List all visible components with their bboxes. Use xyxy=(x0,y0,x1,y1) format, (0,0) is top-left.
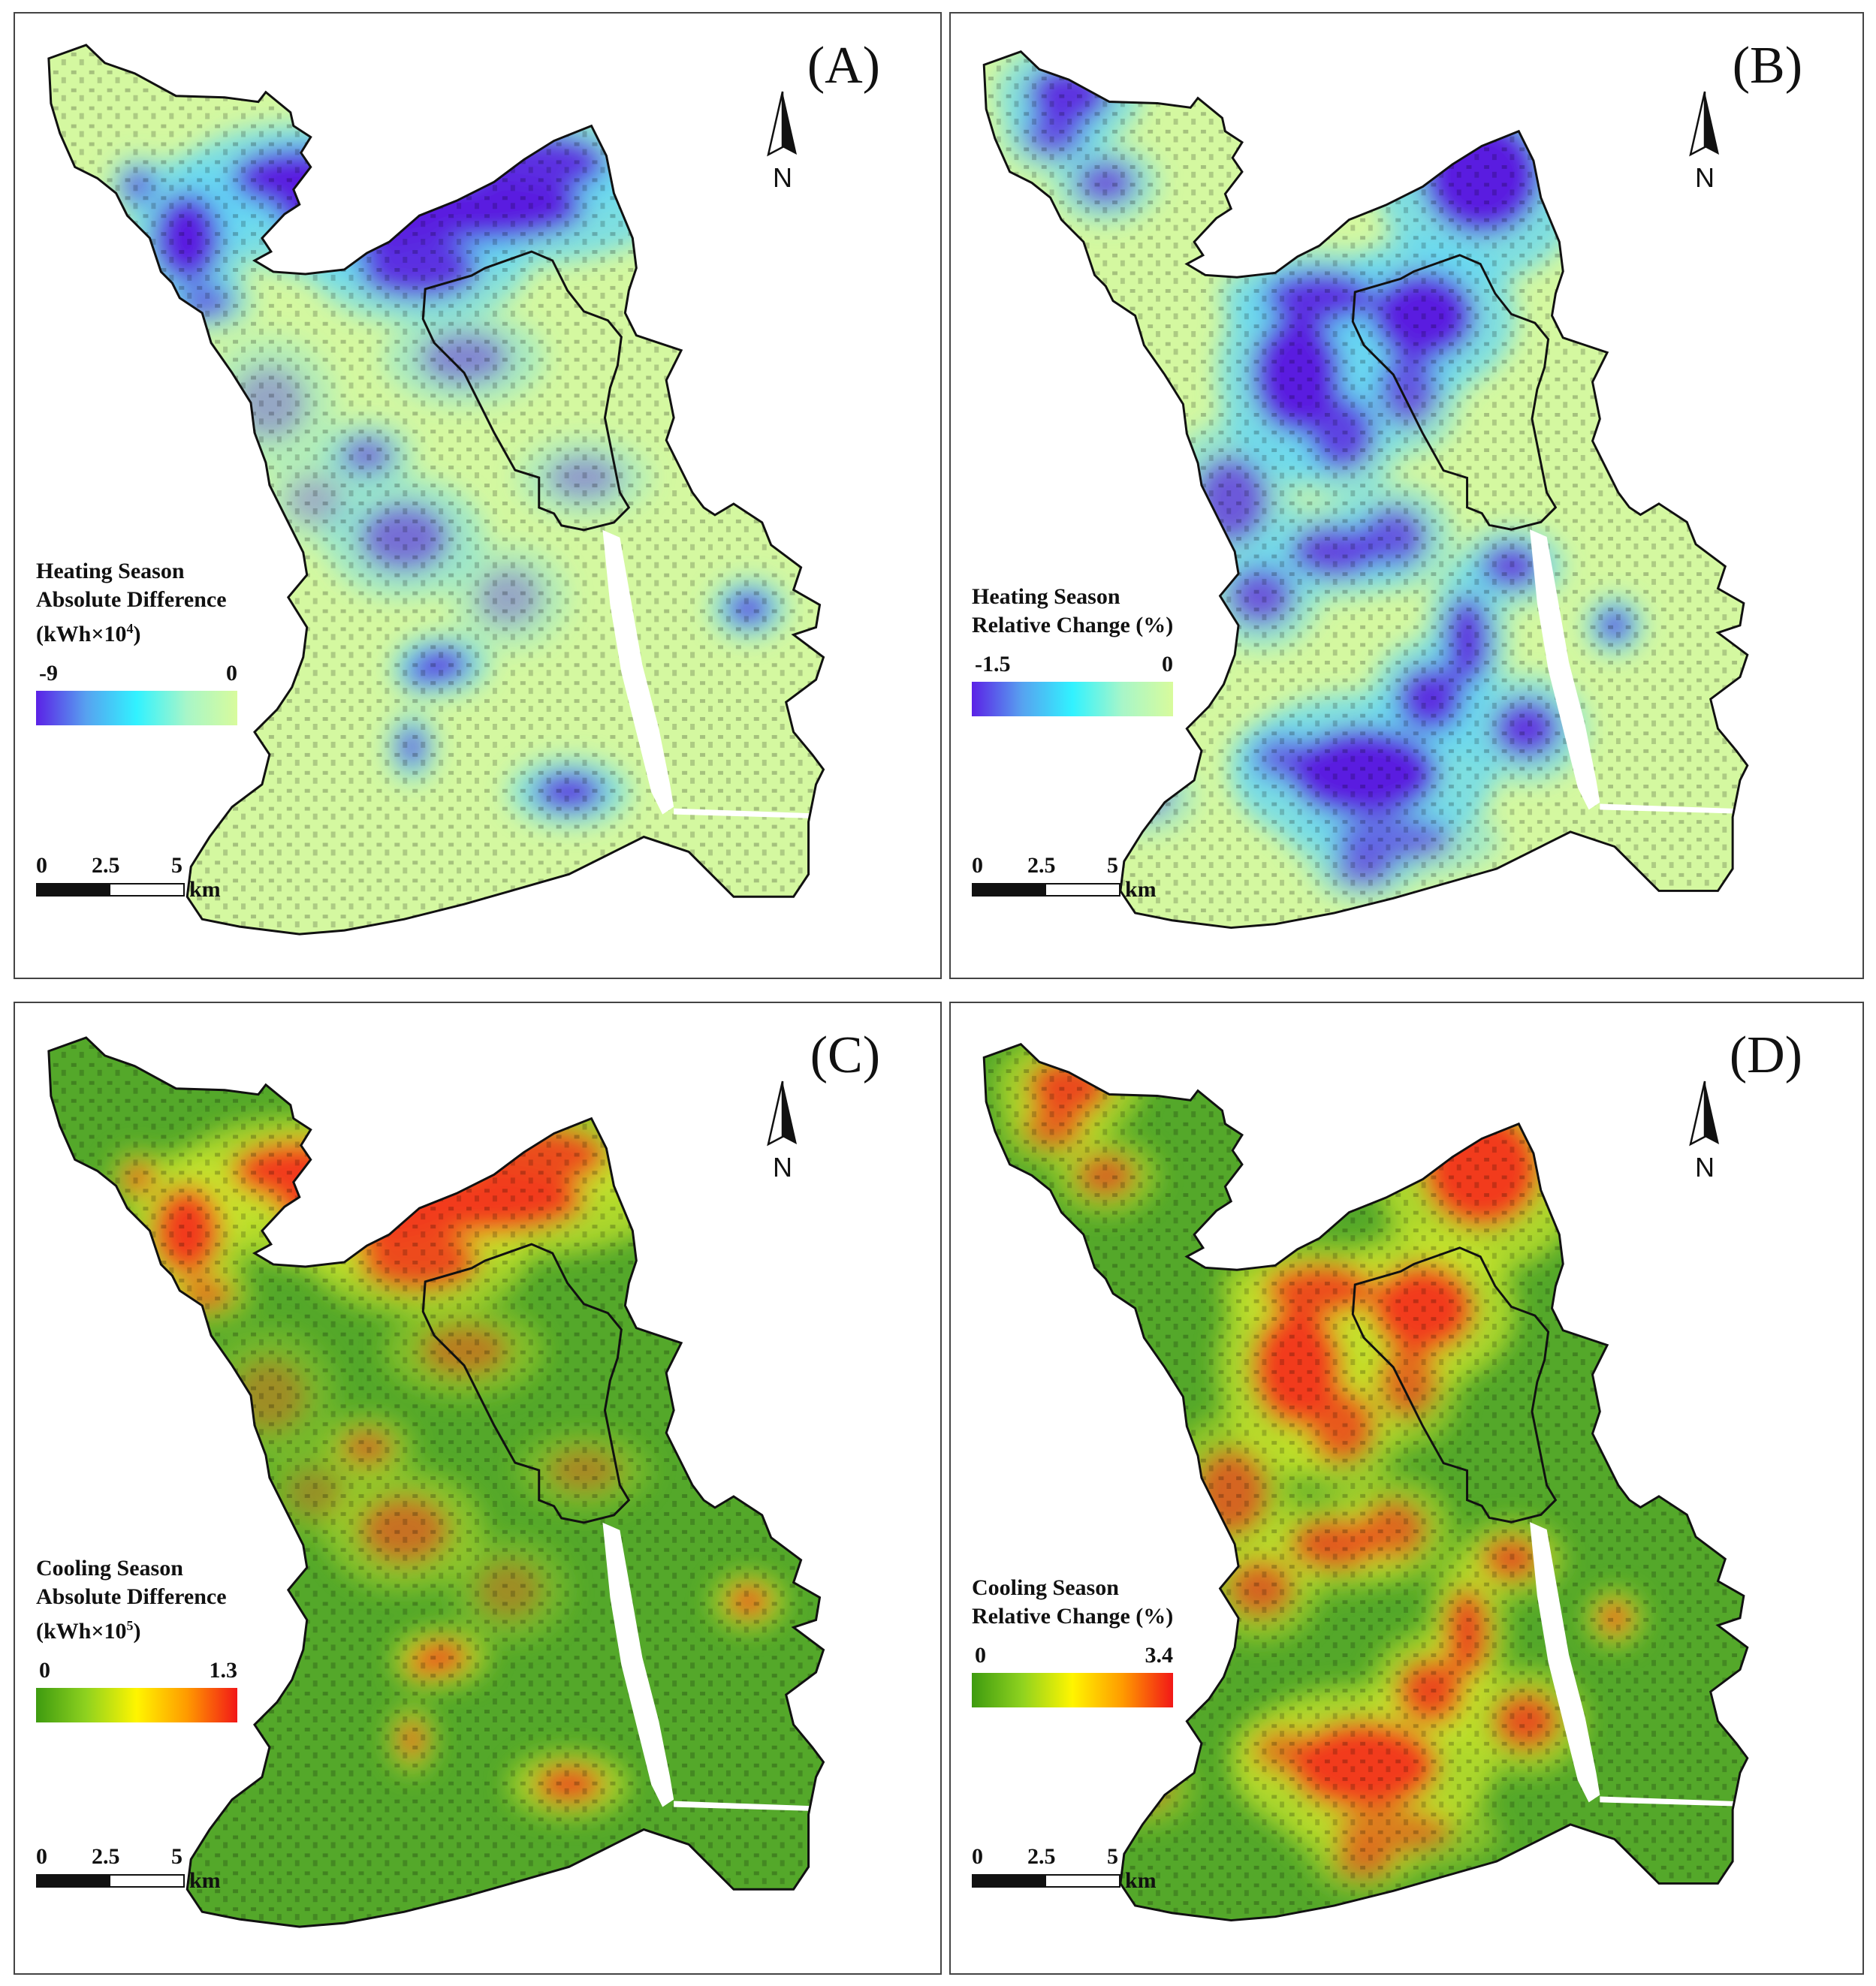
scale-unit: km xyxy=(189,1868,221,1893)
building-footprints xyxy=(48,44,824,935)
panel-label: (B) xyxy=(1732,37,1802,95)
road xyxy=(674,808,824,821)
scale-tick: 2.5 xyxy=(92,853,120,878)
panel-label: (A) xyxy=(807,37,880,95)
road xyxy=(1600,803,1748,816)
legend-title-line1: Cooling Season xyxy=(36,1556,183,1581)
scale-bar: 0 2.5 5 km xyxy=(36,1844,221,1893)
scale-unit: km xyxy=(1125,877,1157,902)
river xyxy=(1530,529,1600,810)
legend-title-line1: Heating Season xyxy=(972,584,1120,609)
north-arrow-icon: N xyxy=(756,89,809,201)
map-b xyxy=(982,50,1749,930)
scale-tick: 0 xyxy=(36,1844,47,1869)
north-label: N xyxy=(773,1152,792,1183)
scale-tick: 2.5 xyxy=(1027,1844,1056,1869)
district-boundary xyxy=(47,44,825,936)
panel-d: (D) N Cooling Season Relative Change (%)… xyxy=(949,1002,1864,1975)
panel-c: (C) N Cooling Season Absolute Difference… xyxy=(14,1002,942,1975)
scale-tick: 5 xyxy=(1107,853,1118,878)
scale-tick: 5 xyxy=(1107,1844,1118,1869)
scale-tick: 0 xyxy=(972,853,983,878)
river xyxy=(1530,1522,1600,1803)
scale-unit: km xyxy=(1125,1868,1157,1893)
building-footprints xyxy=(48,1037,824,1927)
district-boundary xyxy=(982,1043,1749,1922)
legend-max: 3.4 xyxy=(1145,1643,1174,1668)
road xyxy=(1600,1796,1748,1809)
legend-title-line2: Relative Change (%) xyxy=(972,613,1174,637)
road xyxy=(674,1801,824,1813)
legend: Cooling Season Absolute Difference (kWh×… xyxy=(36,1554,237,1722)
legend-title-line2: Relative Change (%) xyxy=(972,1604,1174,1629)
legend-min: -1.5 xyxy=(975,652,1011,677)
legend-max: 0 xyxy=(226,661,237,686)
scale-bar: 0 2.5 5 km xyxy=(972,853,1157,902)
district-boundary xyxy=(982,50,1749,930)
legend-title-line2: Absolute Difference xyxy=(36,587,227,612)
north-arrow-icon: N xyxy=(1678,1078,1731,1191)
subdistrict-boundary xyxy=(421,250,631,532)
map-d xyxy=(982,1043,1749,1922)
river xyxy=(602,529,674,815)
scale-bar: 0 2.5 5 km xyxy=(36,853,221,902)
legend-min: -9 xyxy=(39,661,58,686)
scale-tick: 5 xyxy=(171,1844,182,1869)
north-label: N xyxy=(1695,162,1715,193)
legend-color-ramp xyxy=(36,691,237,725)
building-footprints xyxy=(984,1044,1748,1921)
legend-title-line1: Heating Season xyxy=(36,559,185,583)
panel-b: (B) N Heating Season Relative Change (%)… xyxy=(949,12,1864,979)
scale-tick: 2.5 xyxy=(1027,853,1056,878)
scale-tick: 2.5 xyxy=(92,1844,120,1869)
north-label: N xyxy=(773,162,792,193)
legend-max: 1.3 xyxy=(209,1658,238,1683)
legend: Cooling Season Relative Change (%) 0 3.4 xyxy=(972,1574,1173,1707)
panel-a: (A) N Heating Season Absolute Difference… xyxy=(14,12,942,979)
legend-title-line1: Cooling Season xyxy=(972,1575,1119,1600)
legend-unit: (kWh×104) xyxy=(36,621,141,646)
scale-tick: 0 xyxy=(972,1844,983,1869)
legend-color-ramp xyxy=(36,1688,237,1722)
legend-min: 0 xyxy=(975,1643,986,1668)
subdistrict-boundary xyxy=(1351,1246,1558,1523)
subdistrict-boundary xyxy=(1351,254,1558,531)
legend-max: 0 xyxy=(1162,652,1173,677)
scale-unit: km xyxy=(189,877,221,902)
north-label: N xyxy=(1695,1152,1715,1183)
map-a xyxy=(47,44,825,936)
building-footprints xyxy=(984,51,1748,928)
map-c xyxy=(47,1036,825,1928)
legend-color-ramp xyxy=(972,682,1173,716)
panel-label: (D) xyxy=(1729,1026,1802,1084)
legend: Heating Season Relative Change (%) -1.5 0 xyxy=(972,583,1173,716)
north-arrow-icon: N xyxy=(756,1078,809,1191)
legend-unit: (kWh×105) xyxy=(36,1618,141,1644)
river xyxy=(602,1522,674,1807)
subdistrict-boundary xyxy=(421,1243,631,1524)
legend: Heating Season Absolute Difference (kWh×… xyxy=(36,557,237,725)
legend-color-ramp xyxy=(972,1673,1173,1707)
legend-title-line2: Absolute Difference xyxy=(36,1584,227,1609)
north-arrow-icon: N xyxy=(1678,89,1731,201)
district-boundary xyxy=(47,1036,825,1928)
panel-label: (C) xyxy=(810,1026,880,1084)
legend-min: 0 xyxy=(39,1658,50,1683)
scale-bar: 0 2.5 5 km xyxy=(972,1844,1157,1893)
scale-tick: 5 xyxy=(171,853,182,878)
scale-tick: 0 xyxy=(36,853,47,878)
